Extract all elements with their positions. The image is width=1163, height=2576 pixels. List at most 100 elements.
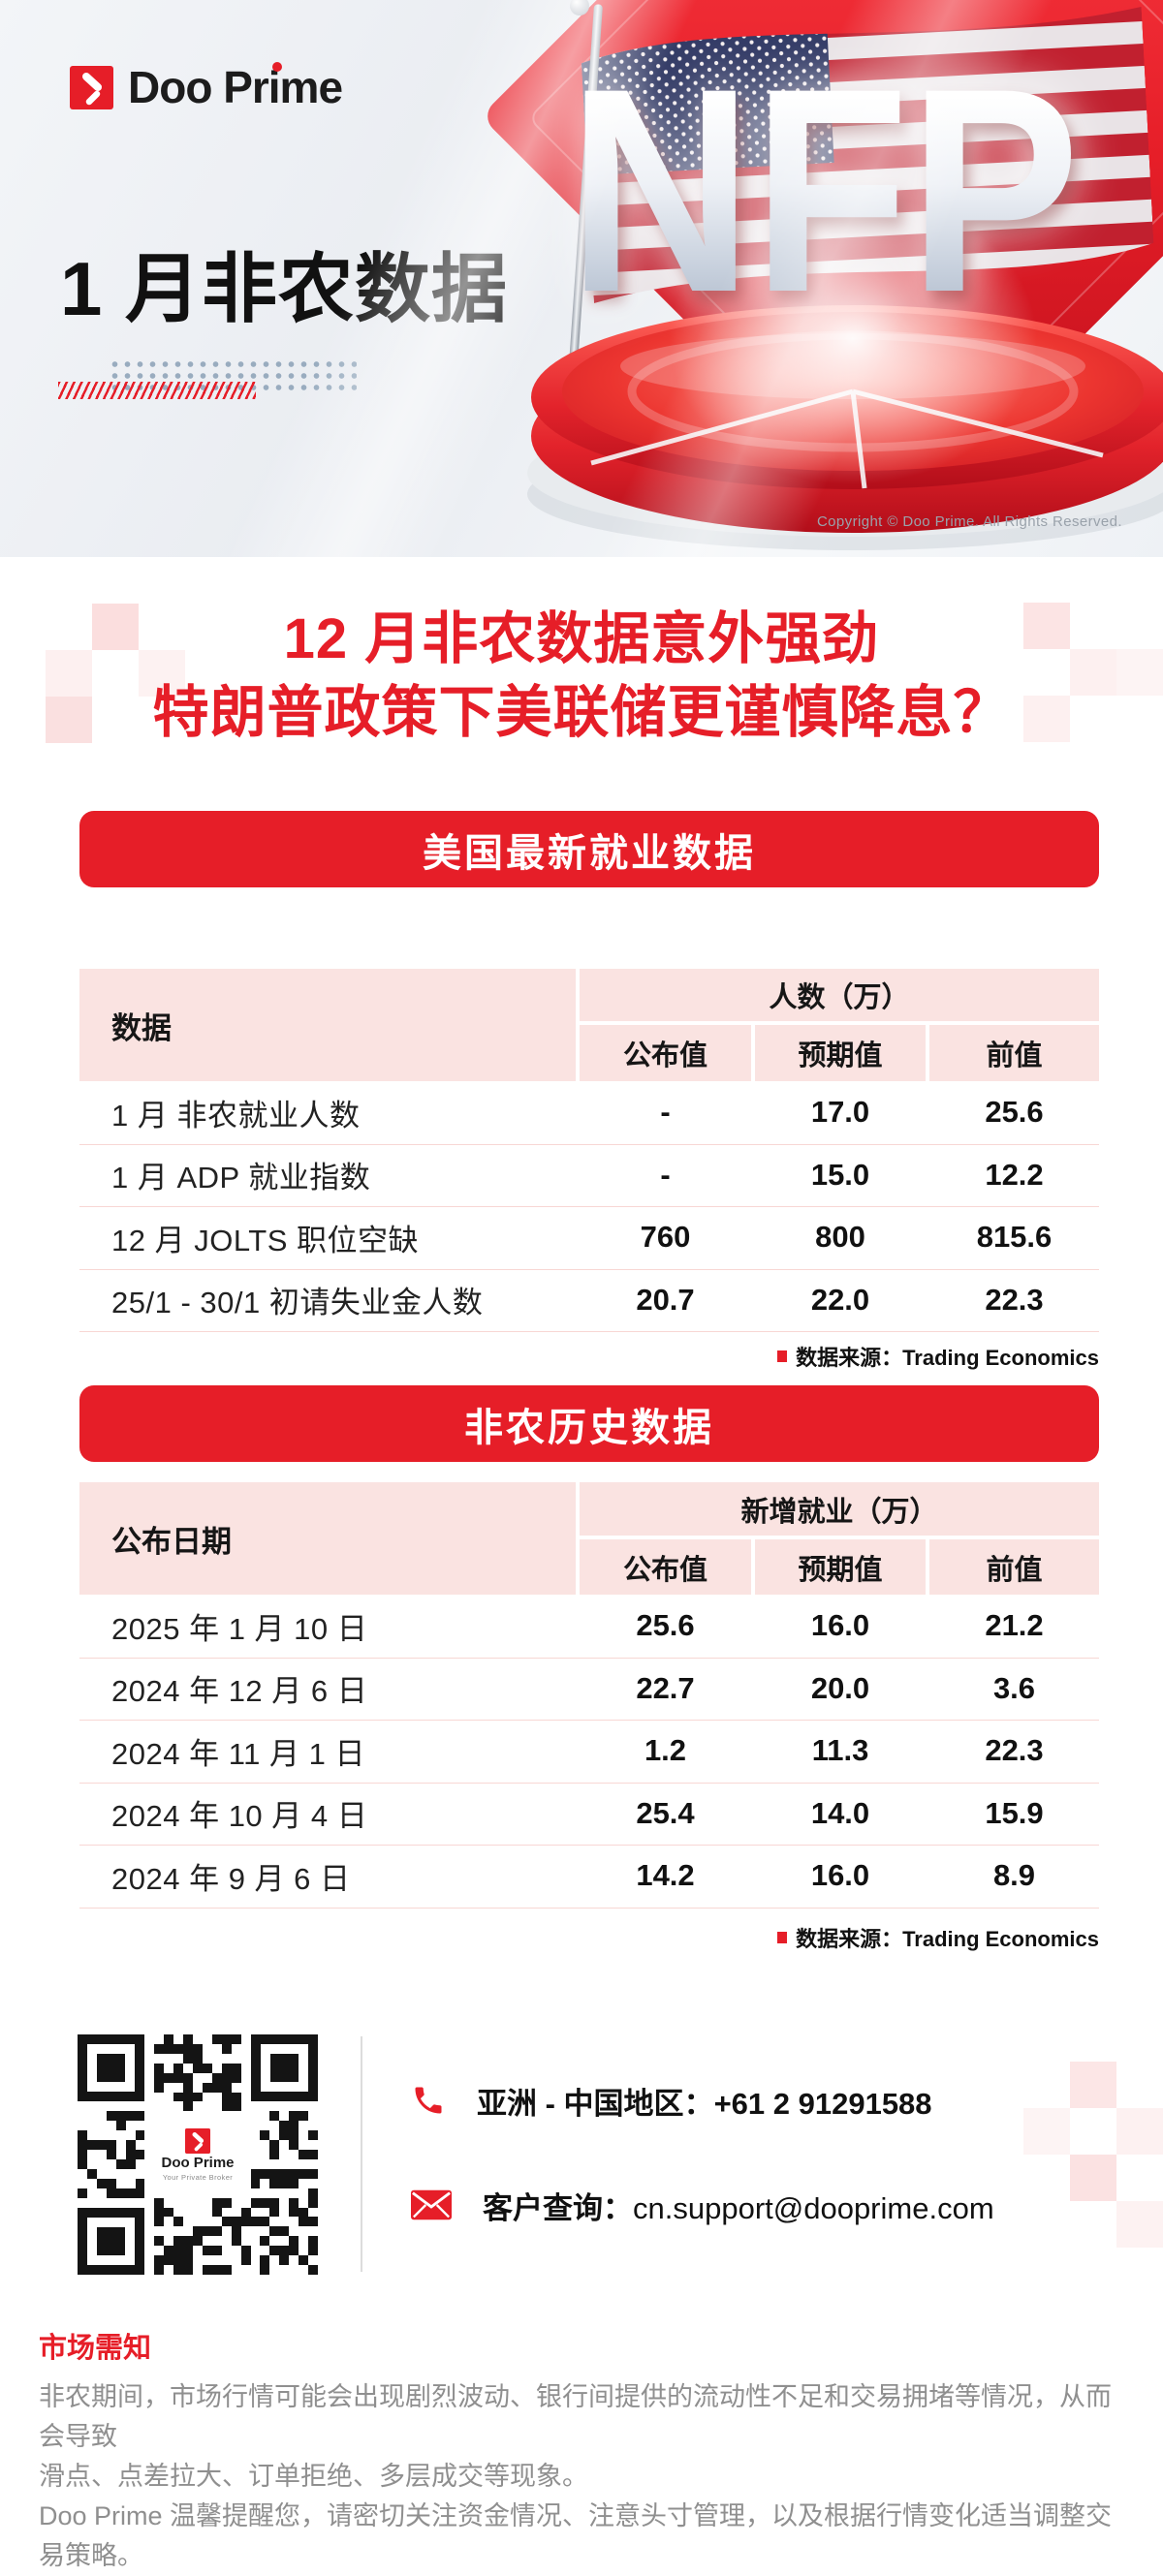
row-label: 1 月 非农就业人数 (111, 1098, 361, 1133)
qr-code[interactable]: Doo Prime Your Private Broker (78, 2034, 318, 2275)
row-value: 20.0 (810, 1670, 870, 1705)
table1-group-header: 人数（万） (580, 969, 1099, 1021)
qr-center-logo: Doo Prime Your Private Broker (147, 2116, 248, 2193)
row-value: 21.2 (985, 1608, 1044, 1643)
row-value: 25.4 (636, 1795, 695, 1830)
table-row: 12 月 JOLTS 职位空缺 760 800 815.6 (79, 1206, 1099, 1270)
row-value: 22.3 (985, 1733, 1044, 1768)
checker-decor (46, 650, 92, 697)
email-address: cn.support@dooprime.com (633, 2190, 994, 2225)
row-label: 2024 年 11 月 1 日 (111, 1736, 365, 1771)
dot-matrix-decor (109, 358, 357, 393)
row-value: 15.9 (985, 1795, 1044, 1830)
row-value: 16.0 (810, 1858, 870, 1893)
table1-subheader-previous: 前值 (929, 1025, 1099, 1081)
qr-finder-icon (251, 2034, 318, 2101)
article-headline: 12 月非农数据意外强劲 特朗普政策下美联储更谨慎降息？ (0, 603, 1163, 750)
table2-group-header: 新增就业（万） (580, 1482, 1099, 1536)
doo-prime-logo-text: Doo Prime (128, 62, 343, 112)
market-notice-line: Doo Prime 温馨提醒您，请密切关注资金情况、注意头寸管理，以及根据行情变… (39, 2501, 1113, 2570)
table2-header-left: 公布日期 (79, 1482, 576, 1595)
row-label: 2025 年 1 月 10 日 (111, 1611, 368, 1646)
row-value: 3.6 (992, 1670, 1036, 1705)
checker-decor (1070, 2062, 1116, 2108)
table1-subheader-expected: 预期值 (755, 1025, 926, 1081)
data-source-note: 数据来源：Trading Economics (777, 1341, 1099, 1372)
qr-finder-icon (78, 2208, 144, 2275)
headline-line2: 特朗普政策下美联储更谨慎降息？ (152, 681, 1011, 744)
table2-subheader-published: 公布值 (580, 1539, 751, 1595)
qr-tagline: Your Private Broker (162, 2172, 234, 2182)
row-value: 14.0 (810, 1795, 870, 1830)
page-title: 1 月非农数据 (60, 246, 509, 331)
checker-decor (1116, 2201, 1163, 2248)
row-value: - (660, 1157, 671, 1192)
light-glow (669, 194, 1037, 484)
red-diamond-shape (480, 0, 1163, 528)
qr-modules (78, 2034, 318, 2275)
table-row: 1 月 非农就业人数 - 17.0 25.6 (79, 1081, 1099, 1145)
row-label: 2024 年 12 月 6 日 (111, 1674, 368, 1709)
table-row: 2024 年 12 月 6 日 22.7 20.0 3.6 (79, 1658, 1099, 1721)
checker-decor (1070, 649, 1116, 696)
table-row: 2024 年 11 月 1 日 1.2 11.3 22.3 (79, 1720, 1099, 1784)
phone-label: 亚洲 - 中国地区： (477, 2086, 714, 2121)
checker-decor (1116, 2108, 1163, 2155)
us-flag-graphic (580, 7, 1156, 304)
table-row: 2024 年 10 月 4 日 25.4 14.0 15.9 (79, 1783, 1099, 1846)
checker-decor (1070, 2155, 1116, 2201)
table-row: 25/1 - 30/1 初请失业金人数 20.7 22.0 22.3 (79, 1269, 1099, 1332)
checker-decor (92, 604, 139, 650)
row-value: 25.6 (636, 1608, 695, 1643)
checker-decor (1116, 649, 1163, 696)
phone-icon (415, 2087, 442, 2114)
row-label: 25/1 - 30/1 初请失业金人数 (111, 1286, 484, 1320)
phone-contact[interactable]: 亚洲 - 中国地区：+61 2 91291588 (411, 2071, 932, 2129)
qr-logo-text: Doo Prime (161, 2154, 235, 2171)
row-value: 12.2 (985, 1157, 1044, 1192)
row-value: 14.2 (636, 1858, 695, 1893)
footer-divider (361, 2036, 362, 2272)
row-label: 1 月 ADP 就业指数 (111, 1161, 371, 1195)
hatched-bar-decor (58, 382, 256, 399)
source-bullet-icon (777, 1932, 788, 1943)
row-value: 11.3 (811, 1733, 869, 1768)
row-value: 1.2 (644, 1733, 687, 1768)
envelope-icon (411, 2189, 452, 2220)
row-label: 12 月 JOLTS 职位空缺 (111, 1223, 419, 1257)
email-label: 客户查询： (483, 2190, 633, 2225)
row-value: 20.7 (636, 1282, 695, 1317)
email-text: 客户查询：cn.support@dooprime.com (483, 2184, 994, 2227)
phone-text: 亚洲 - 中国地区：+61 2 91291588 (477, 2079, 932, 2123)
source-text: 数据来源：Trading Economics (796, 1346, 1099, 1370)
table2-subheader-expected: 预期值 (755, 1539, 926, 1595)
hero-banner: NFP Doo Prime 1 月非农数据 Copyright © Doo Pr… (0, 0, 1163, 557)
row-value: 22.0 (810, 1282, 870, 1317)
row-value: 25.6 (985, 1095, 1044, 1130)
table1-subheader-published: 公布值 (580, 1025, 751, 1081)
flagpole-finial (570, 0, 589, 16)
doo-prime-logo: Doo Prime (70, 62, 343, 112)
doo-prime-logo-mark-icon (70, 66, 113, 109)
checker-decor (1023, 696, 1070, 742)
checker-decor (46, 697, 92, 743)
market-notice-line: 滑点、点差拉大、订单拒绝、多层成交等现象。 (39, 2462, 588, 2491)
market-notice-line: 非农期间，市场行情可能会出现剧烈波动、银行间提供的流动性不足和交易拥堵等情况，从… (39, 2382, 1112, 2451)
section2-banner: 非农历史数据 (79, 1385, 1099, 1462)
row-value: 760 (640, 1220, 691, 1255)
section1-banner: 美国最新就业数据 (79, 811, 1099, 887)
row-value: 15.0 (810, 1157, 870, 1192)
data-source-note: 数据来源：Trading Economics (777, 1922, 1099, 1953)
phone-number: +61 2 91291588 (713, 2086, 932, 2121)
row-value: 22.7 (636, 1670, 695, 1705)
qr-finder-icon (78, 2034, 144, 2101)
row-value: 815.6 (976, 1220, 1053, 1255)
source-text: 数据来源：Trading Economics (796, 1927, 1099, 1951)
email-contact[interactable]: 客户查询：cn.support@dooprime.com (411, 2176, 994, 2234)
headline-line1: 12 月非农数据意外强劲 (283, 607, 880, 670)
row-value: 22.3 (985, 1282, 1044, 1317)
red-diamond-outline (527, 0, 1163, 484)
row-value: 8.9 (992, 1858, 1036, 1893)
flagpole (565, 4, 603, 420)
table2-subheader-previous: 前值 (929, 1539, 1099, 1595)
